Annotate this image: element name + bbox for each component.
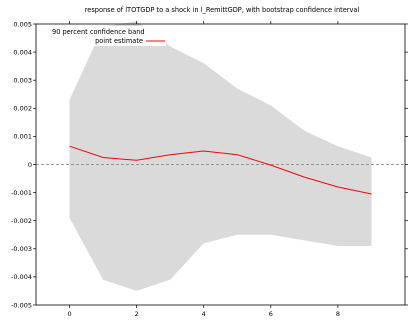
x-tick-label: 0 <box>67 310 71 318</box>
y-tick-label: -0.001 <box>11 189 32 197</box>
legend-band-label: 90 percent confidence band <box>52 28 145 36</box>
point-estimate-line <box>69 145 372 195</box>
y-tick-label: -0.005 <box>11 301 32 309</box>
legend-point-estimate-label: point estimate <box>95 37 143 45</box>
point-estimate-layer <box>69 145 372 195</box>
y-tick-label: 0.004 <box>13 48 32 56</box>
x-axis: 0 2 4 6 8 <box>67 21 340 318</box>
y-tick-label: 0.003 <box>13 77 32 85</box>
legend-box <box>48 26 166 46</box>
y-tick-label: -0.003 <box>11 245 32 253</box>
y-tick-label: 0.001 <box>13 133 32 141</box>
legend: 90 percent confidence band point estimat… <box>48 26 166 46</box>
confidence-band <box>69 21 372 291</box>
y-tick-label: -0.004 <box>11 273 32 281</box>
x-tick-label: 6 <box>269 310 273 318</box>
x-tick-label: 2 <box>135 310 139 318</box>
x-tick-label: 4 <box>202 310 206 318</box>
y-tick-label: -0.002 <box>11 217 32 225</box>
chart-title: response of lTOTGDP to a shock in l_Remi… <box>85 6 360 14</box>
x-tick-label: 8 <box>336 310 340 318</box>
confidence-band-layer <box>69 21 372 291</box>
y-tick-label: 0.002 <box>13 105 32 113</box>
y-tick-label: 0 <box>28 161 32 169</box>
y-axis: -0.005 -0.004 -0.003 -0.002 -0.001 0 0.001 0.00… <box>11 20 408 309</box>
y-tick-label: 0.005 <box>13 20 32 28</box>
